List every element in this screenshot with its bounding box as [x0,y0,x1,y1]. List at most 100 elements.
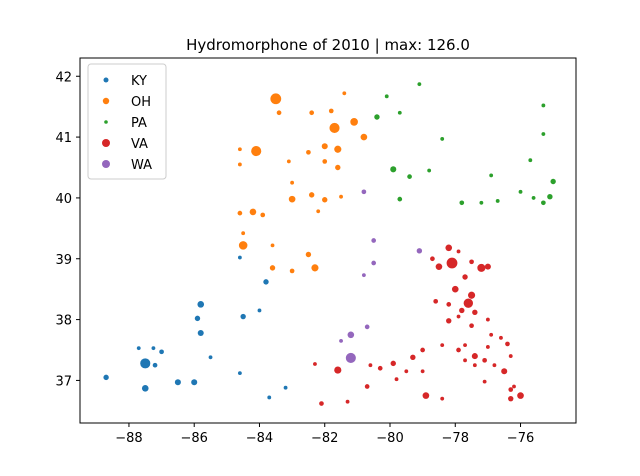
point-oh-21 [316,209,321,214]
point-va-27 [471,353,478,360]
point-va-11 [463,298,473,308]
point-oh-16 [237,162,242,167]
point-va-1 [456,249,461,254]
point-oh-31 [289,268,295,274]
point-va-6 [477,263,486,272]
point-oh-25 [237,210,243,216]
point-wa-1 [347,331,355,339]
point-ky-14 [257,308,262,313]
point-va-43 [334,366,342,374]
point-oh-11 [335,164,341,171]
point-va-36 [420,369,425,374]
point-va-41 [368,363,373,368]
legend-marker-ky [103,77,109,83]
point-pa-13 [518,189,523,194]
x-tick-label-2: −84 [246,431,273,446]
point-va-12 [459,307,465,314]
legend-box [87,63,167,180]
point-va-38 [390,360,396,367]
point-va-4 [430,256,435,262]
point-wa-4 [371,260,377,266]
point-oh-6 [350,118,358,126]
point-wa-3 [339,338,343,343]
point-pa-14 [547,194,553,200]
point-oh-0 [270,93,282,105]
point-va-25 [492,363,497,368]
y-tick-label-4: 41 [55,131,72,146]
point-oh-2 [309,110,315,116]
point-va-50 [508,387,514,392]
point-pa-4 [541,103,546,108]
legend: KY OH PA VA WA [87,63,167,180]
x-tick-label-1: −86 [180,431,207,446]
point-va-5 [469,259,474,265]
point-pa-7 [390,166,397,173]
point-va-35 [410,354,416,360]
point-pa-18 [479,200,484,205]
x-tick-label-6: −76 [507,431,534,446]
point-pa-6 [440,137,445,141]
point-va-23 [508,354,513,358]
point-oh-27 [238,241,248,250]
point-ky-2 [141,385,149,392]
point-va-40 [377,365,383,371]
point-va-2 [446,257,458,269]
point-va-48 [440,396,445,401]
point-oh-20 [339,194,343,199]
point-va-29 [485,345,490,349]
point-oh-23 [249,208,257,216]
point-va-14 [456,314,461,319]
legend-marker-wa [102,160,110,168]
point-ky-3 [152,362,158,368]
point-va-46 [313,362,317,366]
point-ky-17 [237,371,242,376]
point-oh-32 [269,265,276,271]
point-oh-8 [334,145,342,153]
point-va-13 [472,309,478,315]
point-ky-18 [283,385,288,390]
point-va-8 [462,274,468,280]
data-points [103,82,556,406]
legend-marker-oh [102,97,110,105]
point-va-21 [499,335,503,340]
point-oh-19 [322,197,328,203]
point-pa-20 [397,196,403,202]
point-oh-5 [329,122,340,134]
point-oh-4 [342,91,347,96]
point-pa-8 [407,174,412,179]
point-ky-6 [136,346,141,351]
point-wa-7 [416,248,423,254]
point-oh-30 [311,264,319,272]
point-oh-1 [276,110,282,116]
point-oh-28 [270,243,275,248]
point-va-18 [469,323,474,329]
point-va-15 [446,302,452,307]
axes: −88 −86 −84 −82 −80 −78 −76 37 38 39 40 41 42 [55,70,534,446]
point-ky-19 [267,395,272,400]
point-va-51 [512,384,516,389]
point-ky-8 [191,379,198,386]
legend-label-ky: KY [131,74,147,89]
x-tick-label-3: −82 [311,431,338,446]
point-oh-22 [288,195,296,203]
point-oh-9 [321,143,328,150]
point-ky-9 [197,329,204,336]
point-va-53 [517,392,524,399]
y-tick-label-5: 42 [55,70,72,85]
point-va-30 [463,343,467,348]
point-oh-17 [290,180,295,185]
legend-label-va: VA [131,137,148,152]
point-va-33 [440,343,445,348]
point-va-28 [472,363,477,368]
point-wa-8 [361,189,367,195]
point-ky-10 [208,355,213,360]
point-ky-0 [140,358,151,369]
point-va-49 [482,379,487,384]
point-va-16 [433,298,439,304]
point-va-37 [404,369,409,374]
point-oh-7 [360,133,368,141]
point-pa-15 [531,196,536,200]
plot-area-frame [79,57,577,424]
point-va-0 [445,244,453,252]
